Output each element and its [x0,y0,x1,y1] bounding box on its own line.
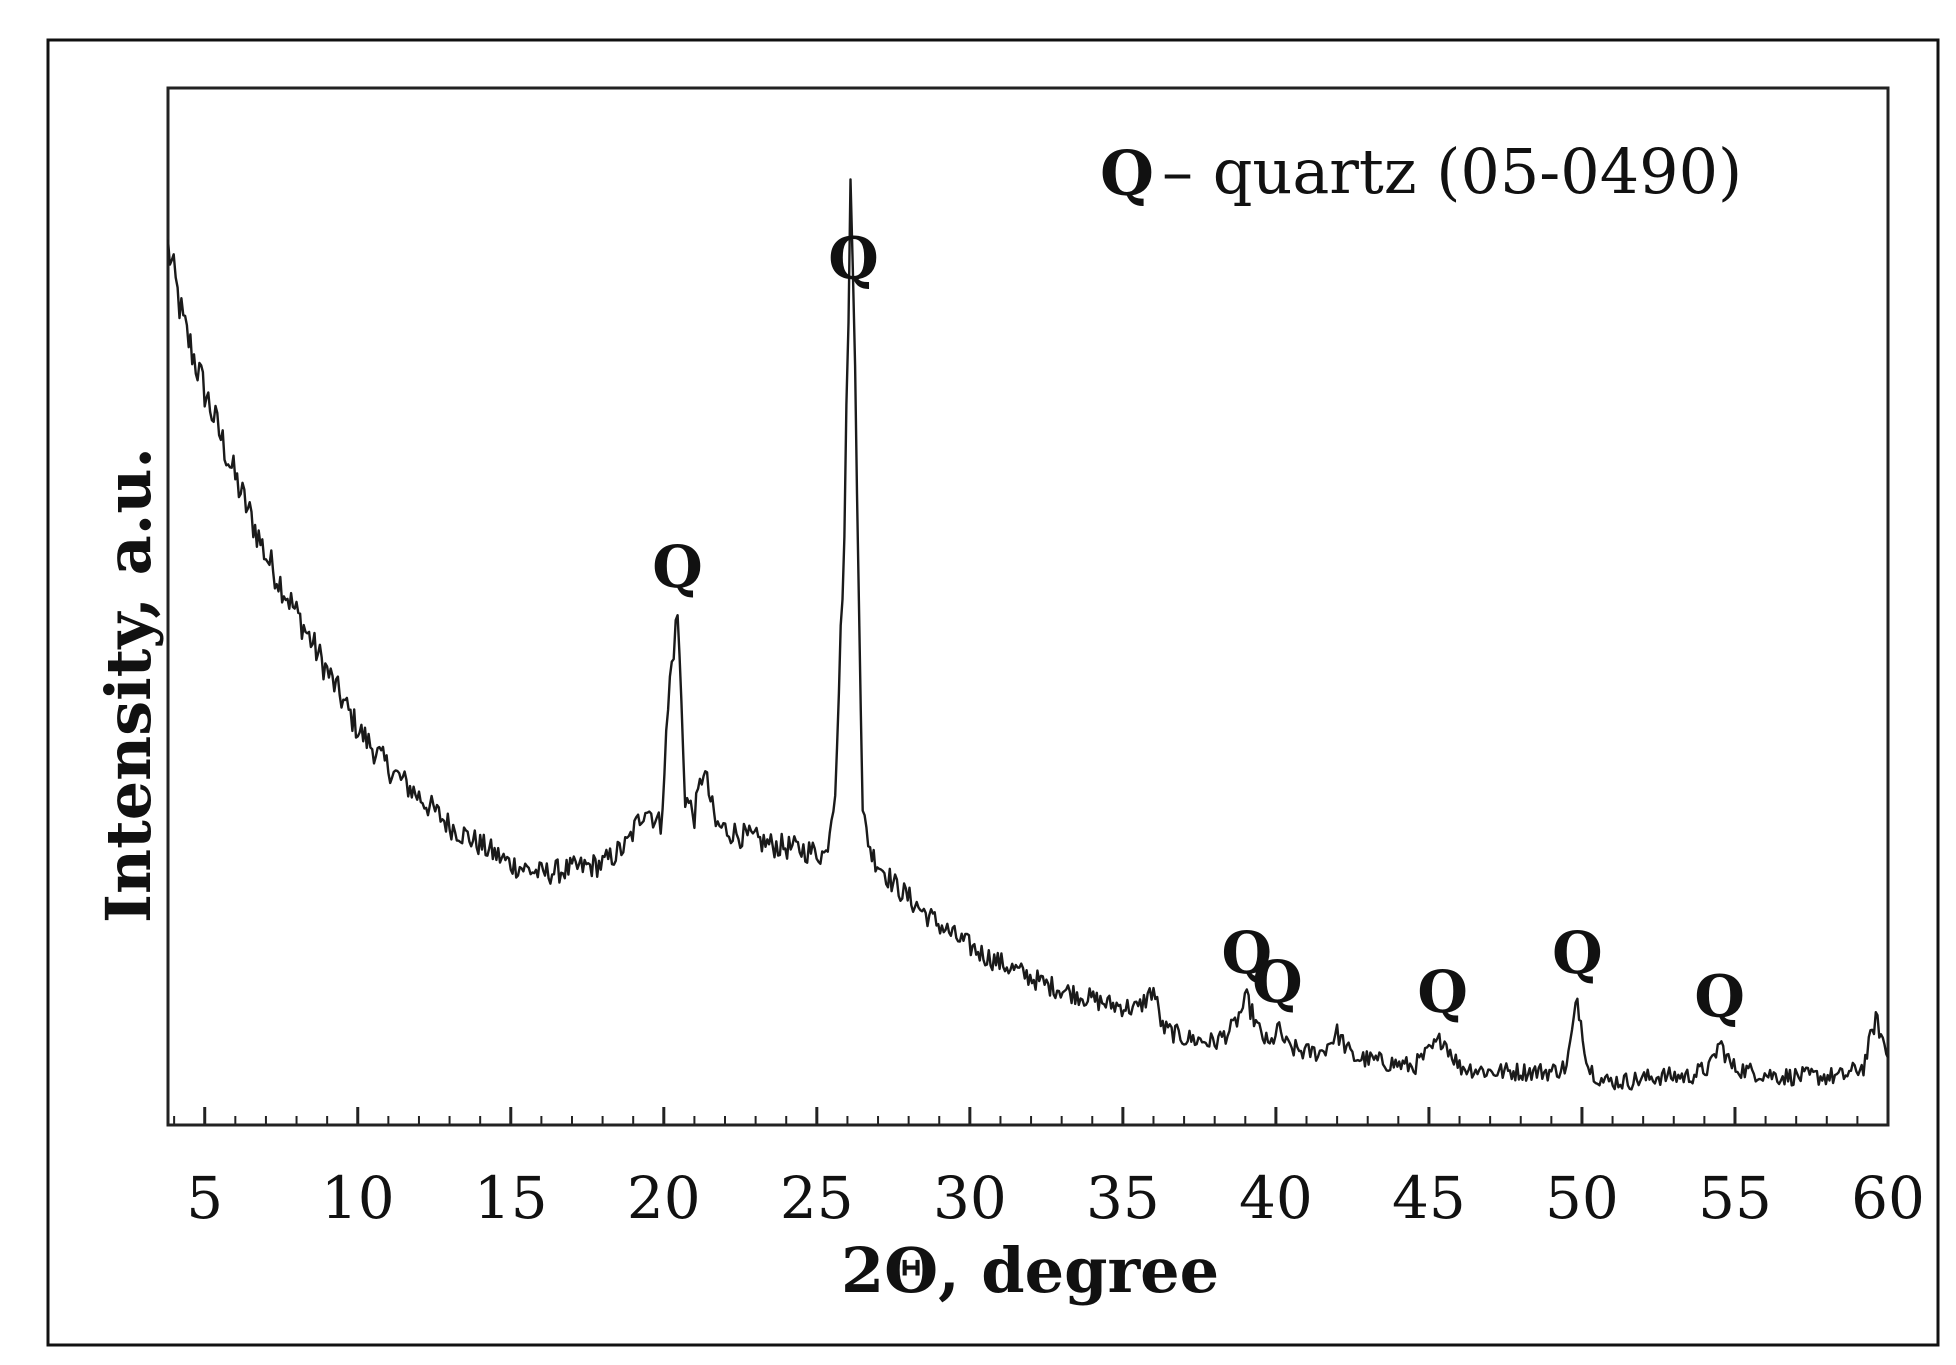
y-axis-title: Intensity, a.u. [92,447,165,923]
peak-label-q: Q [652,533,703,601]
x-tick-label: 15 [474,1164,548,1232]
peak-label-q: Q [1552,919,1603,987]
x-tick-label: 60 [1851,1164,1925,1232]
x-tick-label: 55 [1698,1164,1772,1232]
peak-label-q: Q [1222,919,1273,987]
diffraction-pattern-line [166,178,1890,1091]
x-tick-label: 50 [1545,1164,1619,1232]
x-tick-label: 30 [933,1164,1007,1232]
x-tick-label: 20 [627,1164,701,1232]
x-tick-label: 10 [321,1164,395,1232]
x-tick-label: 25 [780,1164,854,1232]
plot-area-frame [166,86,1890,1127]
peak-label-q: Q [1252,948,1303,1016]
legend-symbol: Q [1100,137,1154,210]
legend: Q – quartz (05-0490) [1100,135,1742,210]
peak-label-q: Q [828,224,879,292]
figure-outer-frame [46,38,1940,1347]
x-tick-label: 35 [1086,1164,1160,1232]
x-axis-title: 2Θ, degree [841,1234,1219,1307]
x-axis-ticks [173,1107,1890,1125]
peak-label-q: Q [1417,958,1468,1026]
x-axis-tick-labels: 5 10 15 20 25 30 35 40 45 50 55 60 [186,1164,1925,1232]
x-tick-label: 5 [186,1164,223,1232]
peak-label-q: Q [1694,963,1745,1031]
x-tick-label: 40 [1239,1164,1313,1232]
legend-text: – quartz (05-0490) [1162,135,1742,208]
x-tick-label: 45 [1392,1164,1466,1232]
